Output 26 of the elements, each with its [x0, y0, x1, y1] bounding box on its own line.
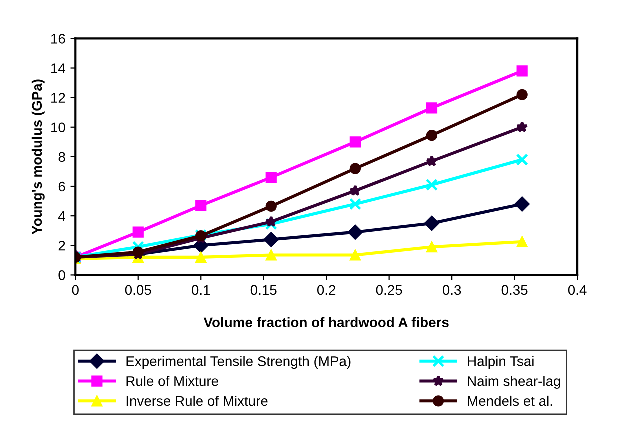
y-tick-label: 10	[52, 122, 66, 133]
legend-label: Halpin Tsai	[468, 356, 534, 370]
x-axis-title: Volume fraction of hardwood A fibers	[204, 317, 449, 328]
legend-label: Mendels et al.	[468, 396, 552, 406]
x-tick-label: 0.25	[376, 285, 402, 296]
y-axis-title: Young's modulus (GPa)	[32, 80, 45, 235]
legend-label: Experimental Tensile Strength (MPa)	[126, 356, 351, 370]
x-tick-label: 0.2	[317, 285, 336, 296]
y-tick-label: 4	[58, 212, 66, 222]
y-tick-label: 16	[52, 34, 66, 44]
x-tick-label: 0.1	[192, 285, 210, 296]
y-tick-label: 0	[58, 270, 66, 280]
y-tick-label: 2	[58, 240, 66, 251]
x-tick-label: 0.35	[502, 285, 528, 296]
x-tick-label: 0.3	[442, 285, 462, 296]
y-tick-label: 6	[58, 182, 66, 192]
y-tick-label: 8	[58, 152, 66, 162]
x-tick-label: 0.4	[568, 285, 587, 296]
legend-label: Naim shear-lag	[468, 376, 560, 390]
y-tick-label: 14	[52, 64, 66, 74]
legend-label: Inverse Rule of Mixture	[126, 396, 268, 406]
x-tick-label: 0	[72, 285, 79, 296]
x-tick-label: 0.05	[125, 285, 152, 296]
legend-label: Rule of Mixture	[126, 376, 218, 386]
x-tick-label: 0.15	[250, 285, 277, 296]
y-tick-label: 12	[52, 93, 66, 103]
